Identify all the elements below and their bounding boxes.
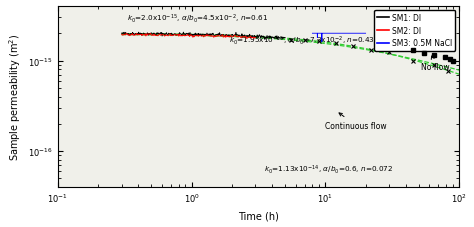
Text: No flow: No flow [421, 57, 450, 72]
Text: $k_0$=1.13x10$^{-14}$, $\alpha/b_0$=0.6, $n$=0.072: $k_0$=1.13x10$^{-14}$, $\alpha/b_0$=0.6,… [264, 163, 393, 175]
Text: $k_0$=1.95x10$^{-15}$, $\alpha/b_0$=7.3x10$^{-2}$, $n$=0.43: $k_0$=1.95x10$^{-15}$, $\alpha/b_0$=7.3x… [229, 34, 375, 47]
X-axis label: Time (h): Time (h) [238, 210, 279, 220]
Text: $k_0$=2.0x10$^{-15}$, $\alpha/b_0$=4.5x10$^{-2}$, $n$=0.61: $k_0$=2.0x10$^{-15}$, $\alpha/b_0$=4.5x1… [127, 13, 268, 25]
Legend: SM1: DI, SM2: DI, SM3: 0.5M NaCl: SM1: DI, SM2: DI, SM3: 0.5M NaCl [374, 11, 456, 51]
Y-axis label: Sample permeability (m$^2$): Sample permeability (m$^2$) [7, 34, 23, 160]
Text: Continuous flow: Continuous flow [325, 114, 387, 131]
